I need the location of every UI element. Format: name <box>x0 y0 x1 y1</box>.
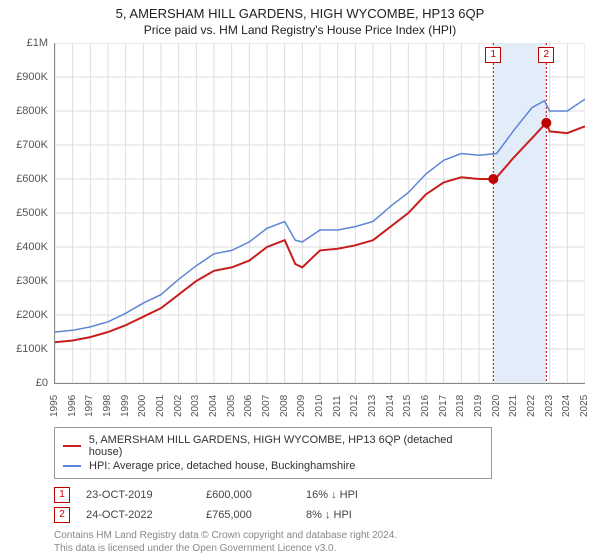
legend-swatch <box>63 465 81 467</box>
legend-item: 5, AMERSHAM HILL GARDENS, HIGH WYCOMBE, … <box>63 434 483 458</box>
x-axis-labels: 1995199619971998199920002001200220032004… <box>54 383 584 423</box>
footer-attribution: Contains HM Land Registry data © Crown c… <box>54 529 592 555</box>
sale-price: £765,000 <box>206 509 306 521</box>
chart-plot: 12 <box>54 43 585 384</box>
legend-swatch <box>63 445 81 447</box>
page-title: 5, AMERSHAM HILL GARDENS, HIGH WYCOMBE, … <box>8 6 592 21</box>
chart-legend: 5, AMERSHAM HILL GARDENS, HIGH WYCOMBE, … <box>54 427 492 479</box>
legend-label: 5, AMERSHAM HILL GARDENS, HIGH WYCOMBE, … <box>89 434 483 458</box>
sale-marker-label: 1 <box>485 47 501 63</box>
sale-price: £600,000 <box>206 489 306 501</box>
sale-marker-icon: 2 <box>54 507 70 523</box>
legend-item: HPI: Average price, detached house, Buck… <box>63 460 483 472</box>
sales-list: 1 23-OCT-2019£600,00016% ↓ HPI 2 24-OCT-202… <box>54 487 592 523</box>
chart-svg <box>55 43 585 383</box>
sale-date: 23-OCT-2019 <box>86 489 206 501</box>
footer-line: This data is licensed under the Open Gov… <box>54 542 592 555</box>
sale-marker-label: 2 <box>538 47 554 63</box>
legend-label: HPI: Average price, detached house, Buck… <box>89 460 355 472</box>
sale-delta: 16% ↓ HPI <box>306 489 426 501</box>
sale-date: 24-OCT-2022 <box>86 509 206 521</box>
page-subtitle: Price paid vs. HM Land Registry's House … <box>8 23 592 37</box>
footer-line: Contains HM Land Registry data © Crown c… <box>54 529 592 542</box>
sale-row: 2 24-OCT-2022£765,0008% ↓ HPI <box>54 507 592 523</box>
y-axis-labels: £0£100K£200K£300K£400K£500K£600K£700K£80… <box>8 43 52 383</box>
price-chart: £0£100K£200K£300K£400K£500K£600K£700K£80… <box>8 43 592 423</box>
sale-delta: 8% ↓ HPI <box>306 509 426 521</box>
sale-row: 1 23-OCT-2019£600,00016% ↓ HPI <box>54 487 592 503</box>
sale-marker-icon: 1 <box>54 487 70 503</box>
